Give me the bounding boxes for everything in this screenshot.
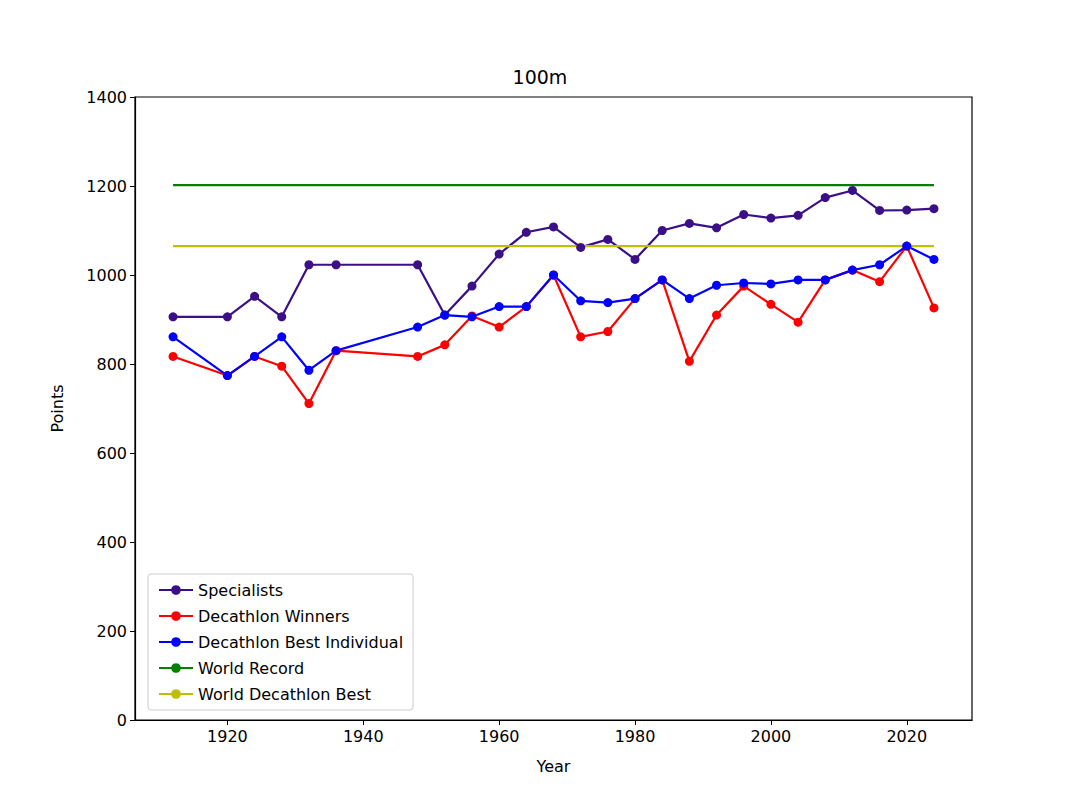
svg-text:2020: 2020 bbox=[886, 727, 927, 746]
svg-text:1400: 1400 bbox=[86, 88, 127, 107]
svg-text:1000: 1000 bbox=[86, 266, 127, 285]
svg-text:Decathlon Winners: Decathlon Winners bbox=[198, 607, 350, 626]
svg-text:400: 400 bbox=[96, 533, 127, 552]
svg-text:1960: 1960 bbox=[479, 727, 520, 746]
svg-text:1980: 1980 bbox=[615, 727, 656, 746]
svg-text:200: 200 bbox=[96, 622, 127, 641]
svg-text:600: 600 bbox=[96, 444, 127, 463]
svg-text:800: 800 bbox=[96, 355, 127, 374]
svg-text:Year: Year bbox=[536, 757, 571, 776]
svg-text:Points: Points bbox=[48, 384, 67, 432]
svg-text:100m: 100m bbox=[513, 66, 568, 88]
svg-text:1940: 1940 bbox=[343, 727, 384, 746]
svg-text:1920: 1920 bbox=[207, 727, 248, 746]
svg-text:Decathlon Best Individual: Decathlon Best Individual bbox=[198, 633, 403, 652]
svg-text:Specialists: Specialists bbox=[198, 581, 283, 600]
svg-text:1200: 1200 bbox=[86, 177, 127, 196]
svg-text:World Record: World Record bbox=[198, 659, 304, 678]
svg-text:2000: 2000 bbox=[751, 727, 792, 746]
svg-text:0: 0 bbox=[117, 711, 127, 730]
svg-text:World Decathlon Best: World Decathlon Best bbox=[198, 685, 371, 704]
